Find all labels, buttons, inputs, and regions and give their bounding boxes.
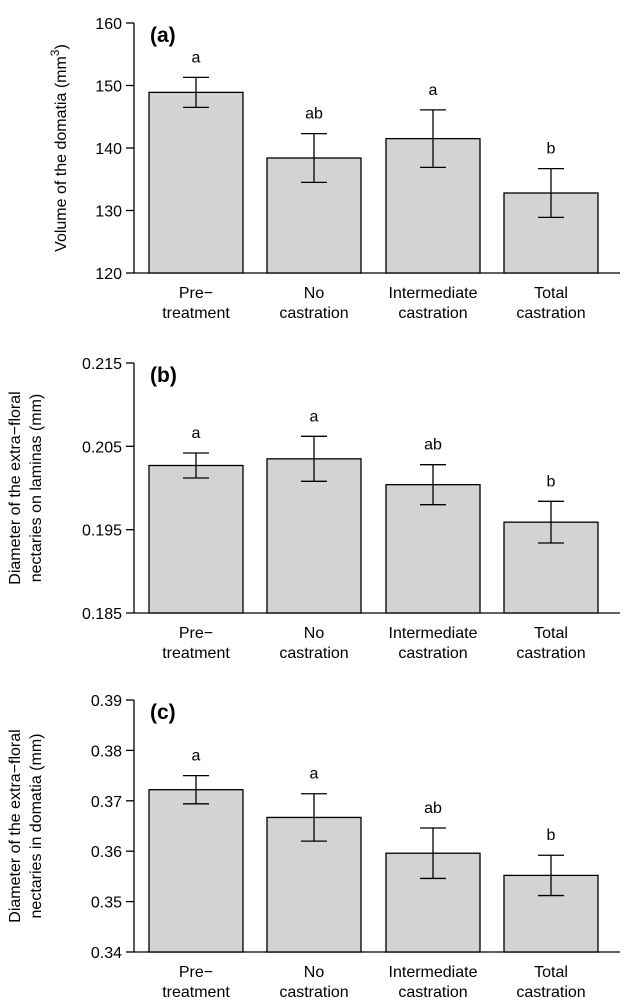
significance-letter: a xyxy=(192,49,201,66)
significance-letter: a xyxy=(429,82,438,99)
bar xyxy=(148,91,244,274)
y-axis-title: Diameter of the extra−floral nectaries on… xyxy=(7,391,45,584)
category-label: castration xyxy=(516,984,585,1000)
category-label: Total xyxy=(534,285,568,302)
bar xyxy=(266,458,362,614)
category-label: treatment xyxy=(162,984,230,1000)
significance-letter: a xyxy=(192,425,201,442)
category-label: Total xyxy=(534,964,568,981)
panel-label: (a) xyxy=(150,24,176,47)
bar xyxy=(148,464,244,614)
y-tick-label: 140 xyxy=(95,141,122,158)
significance-letter: b xyxy=(547,141,556,158)
y-axis-title-part: ) xyxy=(53,44,70,49)
category-label: No xyxy=(304,285,325,302)
y-axis-title-superscript: 3 xyxy=(48,49,62,56)
category-label: castration xyxy=(516,305,585,322)
category-label: Pre− xyxy=(179,285,213,302)
y-axis-title: Volume of the domatia (mm3) xyxy=(48,44,70,252)
y-tick-label: 160 xyxy=(95,16,122,33)
significance-letter: b xyxy=(547,473,556,490)
y-axis-title: Diameter of the extra−floral nectaries in… xyxy=(7,729,45,922)
y-tick-label: 150 xyxy=(95,79,122,96)
bar xyxy=(503,192,599,274)
category-label: Total xyxy=(534,625,568,642)
category-label: castration xyxy=(279,645,348,662)
panel-label: (b) xyxy=(150,364,177,387)
y-tick-label: 120 xyxy=(95,266,122,283)
y-axis-title-part: Volume of the domatia xyxy=(53,88,70,252)
y-tick-label: 0.36 xyxy=(91,844,122,861)
y-axis-title-line: nectaries on laminas (mm) xyxy=(28,394,45,583)
y-axis-title-line: Diameter of the extra−floral xyxy=(7,391,24,584)
significance-letter: ab xyxy=(424,437,442,454)
y-tick-label: 0.215 xyxy=(82,356,122,373)
category-label: Intermediate xyxy=(389,964,478,981)
category-label: castration xyxy=(398,305,467,322)
y-axis-title-line: nectaries in domatia (mm) xyxy=(28,734,45,919)
category-label: castration xyxy=(398,645,467,662)
bar xyxy=(148,789,244,953)
y-tick-label: 0.34 xyxy=(91,945,122,962)
significance-letter: a xyxy=(310,766,319,783)
y-tick-label: 0.38 xyxy=(91,743,122,760)
category-label: Pre− xyxy=(179,625,213,642)
significance-letter: a xyxy=(192,748,201,765)
category-label: Pre− xyxy=(179,964,213,981)
significance-letter: a xyxy=(310,408,319,425)
y-tick-label: 0.195 xyxy=(82,523,122,540)
y-tick-label: 0.39 xyxy=(91,693,122,710)
category-label: castration xyxy=(398,984,467,1000)
category-label: castration xyxy=(279,305,348,322)
significance-letter: ab xyxy=(424,800,442,817)
y-tick-label: 0.37 xyxy=(91,794,122,811)
y-tick-label: 0.205 xyxy=(82,439,122,456)
category-label: treatment xyxy=(162,645,230,662)
significance-letter: b xyxy=(547,827,556,844)
y-tick-label: 0.185 xyxy=(82,606,122,623)
category-label: No xyxy=(304,625,325,642)
category-label: No xyxy=(304,964,325,981)
category-label: treatment xyxy=(162,305,230,322)
y-tick-label: 130 xyxy=(95,204,122,221)
bar xyxy=(385,484,481,614)
category-label: castration xyxy=(516,645,585,662)
y-axis-title-line: Diameter of the extra−floral xyxy=(7,729,24,922)
significance-letter: ab xyxy=(305,106,323,123)
panel-label: (c) xyxy=(150,701,176,724)
y-axis-title-part: (mm xyxy=(53,56,70,88)
category-label: Intermediate xyxy=(389,625,478,642)
category-label: castration xyxy=(279,984,348,1000)
category-label: Intermediate xyxy=(389,285,478,302)
y-tick-label: 0.35 xyxy=(91,895,122,912)
